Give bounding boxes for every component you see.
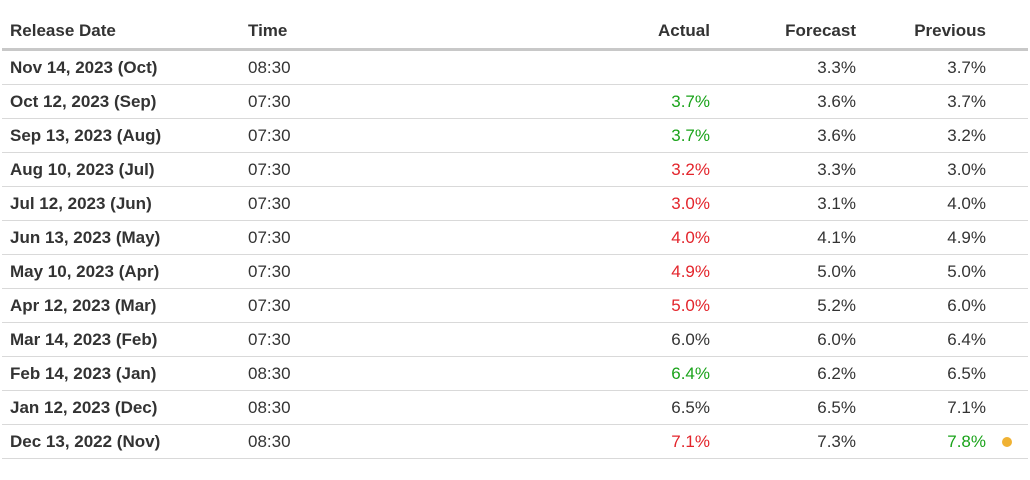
release-date-cell: May 10, 2023 (Apr): [10, 261, 160, 281]
previous-cell: 4.9%: [947, 227, 986, 247]
release-date-cell: Nov 14, 2023 (Oct): [10, 57, 158, 77]
table-row: Jan 12, 2023 (Dec) 08:30 6.5% 6.5% 7.1%: [2, 391, 1028, 425]
time-cell: 08:30: [248, 363, 291, 383]
release-date-cell: Jan 12, 2023 (Dec): [10, 397, 158, 417]
previous-cell: 5.0%: [947, 261, 986, 281]
time-cell: 07:30: [248, 91, 291, 111]
forecast-cell: 3.3%: [817, 159, 856, 179]
table-row: Feb 14, 2023 (Jan) 08:30 6.4% 6.2% 6.5%: [2, 357, 1028, 391]
forecast-cell: 4.1%: [817, 227, 856, 247]
time-cell: 08:30: [248, 431, 291, 451]
actual-cell: 3.7%: [671, 91, 710, 111]
previous-cell: 3.2%: [947, 125, 986, 145]
actual-cell: 5.0%: [671, 295, 710, 315]
header-forecast[interactable]: Forecast: [785, 21, 856, 40]
release-date-cell: Sep 13, 2023 (Aug): [10, 125, 162, 145]
table-row: Oct 12, 2023 (Sep) 07:30 3.7% 3.6% 3.7%: [2, 85, 1028, 119]
previous-cell: 3.7%: [947, 57, 986, 77]
time-cell: 07:30: [248, 159, 291, 179]
table-row: Jul 12, 2023 (Jun) 07:30 3.0% 3.1% 4.0%: [2, 187, 1028, 221]
header-previous[interactable]: Previous: [914, 21, 986, 40]
header-release-date[interactable]: Release Date: [10, 21, 116, 40]
actual-cell: 6.5%: [671, 397, 710, 417]
release-date-cell: Feb 14, 2023 (Jan): [10, 363, 157, 383]
previous-cell: 3.7%: [947, 91, 986, 111]
forecast-cell: 5.0%: [817, 261, 856, 281]
forecast-cell: 6.5%: [817, 397, 856, 417]
actual-cell: 6.0%: [671, 329, 710, 349]
actual-cell: 3.7%: [671, 125, 710, 145]
previous-cell: 6.4%: [947, 329, 986, 349]
table-row: Mar 14, 2023 (Feb) 07:30 6.0% 6.0% 6.4%: [2, 323, 1028, 357]
previous-cell: 6.5%: [947, 363, 986, 383]
forecast-cell: 6.0%: [817, 329, 856, 349]
header-time[interactable]: Time: [248, 21, 288, 40]
time-cell: 07:30: [248, 125, 291, 145]
forecast-cell: 3.3%: [817, 57, 856, 77]
forecast-cell: 6.2%: [817, 363, 856, 383]
release-date-cell: Apr 12, 2023 (Mar): [10, 295, 157, 315]
table-row: Aug 10, 2023 (Jul) 07:30 3.2% 3.3% 3.0%: [2, 153, 1028, 187]
table-row: Nov 14, 2023 (Oct) 08:30 3.3% 3.7%: [2, 51, 1028, 85]
release-date-cell: Aug 10, 2023 (Jul): [10, 159, 155, 179]
time-cell: 07:30: [248, 227, 291, 247]
time-cell: 07:30: [248, 329, 291, 349]
forecast-cell: 7.3%: [817, 431, 856, 451]
release-date-cell: Mar 14, 2023 (Feb): [10, 329, 158, 349]
previous-cell: 7.8%: [947, 431, 986, 451]
revision-dot-icon[interactable]: [1002, 436, 1012, 447]
header-actual[interactable]: Actual: [658, 21, 710, 40]
table-row: Sep 13, 2023 (Aug) 07:30 3.7% 3.6% 3.2%: [2, 119, 1028, 153]
actual-cell: 4.0%: [671, 227, 710, 247]
previous-cell: 3.0%: [947, 159, 986, 179]
time-cell: 07:30: [248, 295, 291, 315]
previous-cell: 4.0%: [947, 193, 986, 213]
previous-cell: 7.1%: [947, 397, 986, 417]
actual-cell: 3.2%: [671, 159, 710, 179]
previous-cell: 6.0%: [947, 295, 986, 315]
forecast-cell: 3.6%: [817, 125, 856, 145]
forecast-cell: 5.2%: [817, 295, 856, 315]
release-date-cell: Jul 12, 2023 (Jun): [10, 193, 152, 213]
time-cell: 08:30: [248, 397, 291, 417]
forecast-cell: 3.6%: [817, 91, 856, 111]
actual-cell: 4.9%: [671, 261, 710, 281]
table-row: Apr 12, 2023 (Mar) 07:30 5.0% 5.2% 6.0%: [2, 289, 1028, 323]
release-date-cell: Dec 13, 2022 (Nov): [10, 431, 161, 451]
time-cell: 08:30: [248, 57, 291, 77]
economic-calendar-table: Release Date Time Actual Forecast Previo…: [2, 14, 1028, 459]
table-row: Dec 13, 2022 (Nov) 08:30 7.1% 7.3% 7.8%: [2, 425, 1028, 459]
actual-cell: 7.1%: [671, 431, 710, 451]
release-date-cell: Jun 13, 2023 (May): [10, 227, 161, 247]
forecast-cell: 3.1%: [817, 193, 856, 213]
table-row: May 10, 2023 (Apr) 07:30 4.9% 5.0% 5.0%: [2, 255, 1028, 289]
table-row: Jun 13, 2023 (May) 07:30 4.0% 4.1% 4.9%: [2, 221, 1028, 255]
table-header: Release Date Time Actual Forecast Previo…: [2, 14, 1028, 51]
actual-cell: 6.4%: [671, 363, 710, 383]
release-date-cell: Oct 12, 2023 (Sep): [10, 91, 157, 111]
time-cell: 07:30: [248, 261, 291, 281]
time-cell: 07:30: [248, 193, 291, 213]
table-body: Nov 14, 2023 (Oct) 08:30 3.3% 3.7% Oct 12, 2…: [2, 51, 1028, 459]
actual-cell: 3.0%: [671, 193, 710, 213]
